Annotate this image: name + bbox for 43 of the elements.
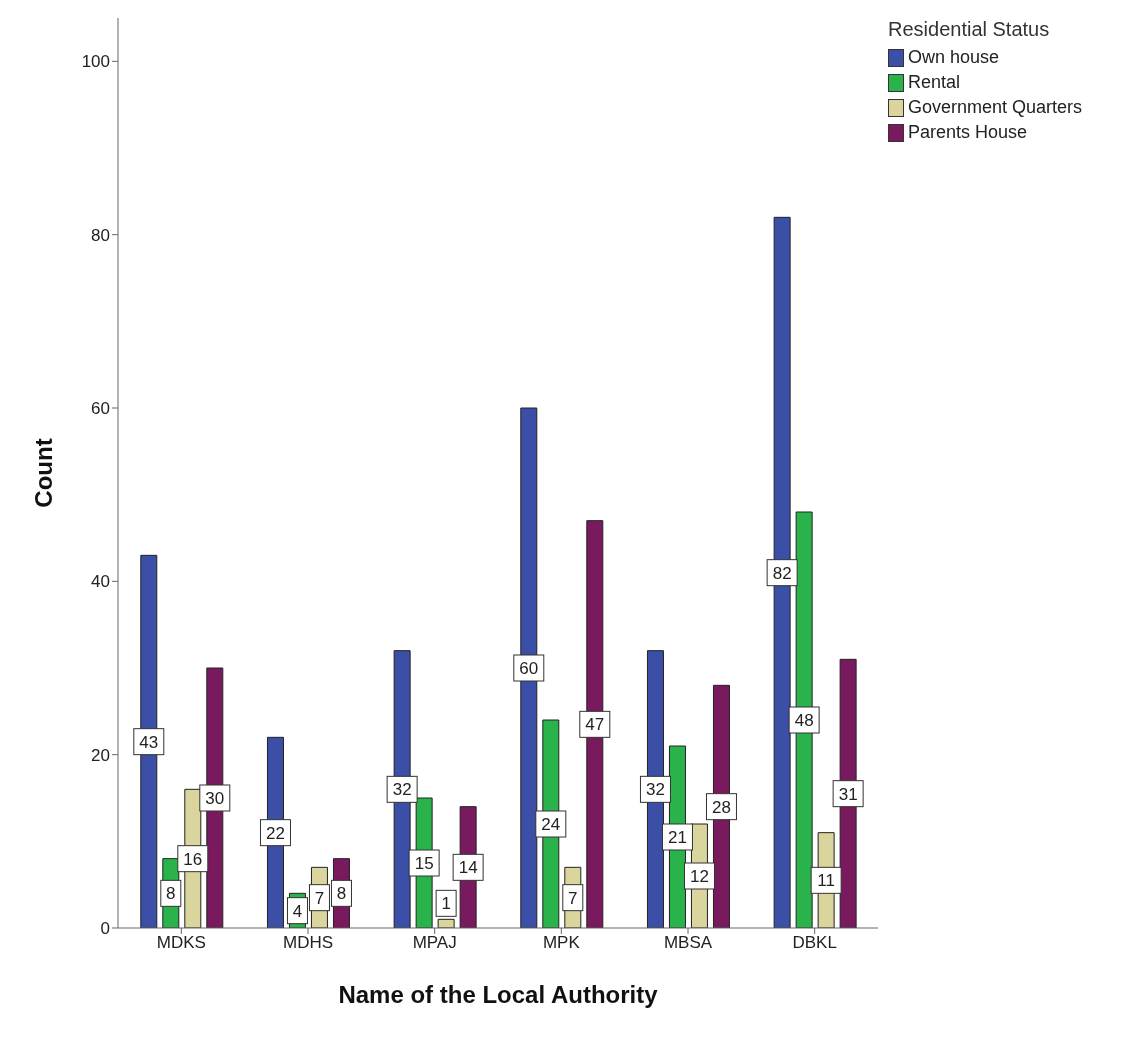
y-tick-label: 0: [100, 919, 110, 939]
data-label: 48: [794, 711, 814, 730]
x-tick-label: MPAJ: [412, 933, 457, 953]
data-label: 32: [392, 780, 412, 800]
data-label: 47: [585, 715, 605, 735]
legend-label: Government Quarters: [907, 97, 1084, 118]
data-label: 31: [838, 784, 858, 804]
y-tick-label: 60: [91, 399, 110, 419]
legend-title: Residential Status: [888, 18, 1051, 41]
y-axis-title: Count: [29, 438, 57, 508]
data-label: 60: [519, 659, 539, 678]
data-label: 7: [568, 888, 578, 908]
y-tick-label: 100: [81, 52, 110, 72]
data-label: 21: [668, 828, 687, 847]
data-label: 8: [336, 884, 347, 904]
data-label: 1: [441, 894, 451, 914]
data-label: 7: [314, 888, 325, 908]
x-tick-label: MPK: [542, 933, 581, 953]
data-label: 82: [772, 563, 792, 583]
data-label: 30: [205, 789, 225, 808]
data-label: 12: [690, 867, 709, 886]
data-label: 11: [817, 871, 835, 891]
data-label: 16: [183, 849, 203, 869]
data-label: 22: [266, 823, 285, 843]
data-label: 32: [646, 780, 665, 800]
data-label: 14: [458, 858, 478, 878]
x-tick-label: MDKS: [156, 933, 206, 953]
x-tick-label: DBKL: [792, 933, 837, 953]
data-label: 28: [712, 797, 731, 817]
x-axis-title: Name of the Local Authority: [338, 981, 659, 1008]
data-label: 43: [139, 732, 159, 752]
y-tick-label: 80: [91, 225, 110, 245]
data-label: 15: [414, 854, 434, 873]
x-tick-label: MDHS: [282, 933, 334, 953]
legend-label: Own house: [907, 47, 1001, 68]
x-tick-label: MBSA: [663, 933, 713, 953]
y-tick-label: 20: [91, 745, 110, 765]
legend-label: Rental: [907, 72, 962, 93]
legend-label: Parents House: [907, 122, 1029, 143]
data-label: 4: [292, 901, 303, 921]
data-label: 24: [541, 815, 561, 834]
data-label: 8: [166, 884, 176, 904]
y-tick-label: 40: [91, 572, 110, 592]
